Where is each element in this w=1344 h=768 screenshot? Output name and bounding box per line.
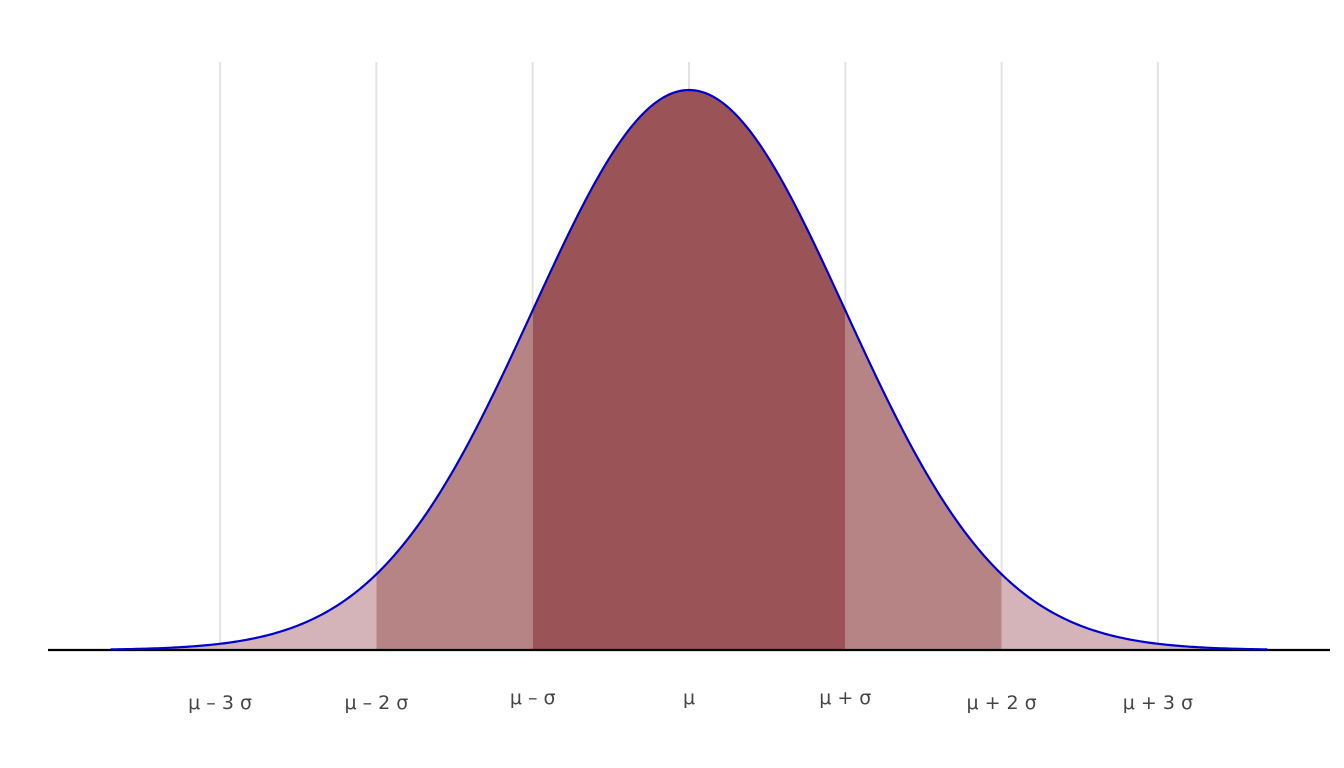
shaded-regions bbox=[110, 90, 1268, 650]
tick-label: μ – σ bbox=[510, 687, 556, 709]
tick-label: μ + 3 σ bbox=[1123, 692, 1193, 714]
tick-label: μ + 2 σ bbox=[966, 692, 1036, 714]
x-axis-tick-labels: μ – 3 σ μ – 2 σ μ – σ μ μ + σ μ + 2 σ μ + 3 σ bbox=[188, 687, 1193, 714]
shaded-region bbox=[110, 574, 377, 650]
tick-label: μ + σ bbox=[819, 687, 871, 709]
tick-label: μ bbox=[683, 687, 695, 709]
shaded-region bbox=[532, 90, 846, 650]
tick-label: μ – 3 σ bbox=[188, 692, 252, 714]
density-curve bbox=[110, 88, 1268, 651]
shaded-region bbox=[1001, 574, 1268, 650]
tick-label: μ – 2 σ bbox=[344, 692, 408, 714]
